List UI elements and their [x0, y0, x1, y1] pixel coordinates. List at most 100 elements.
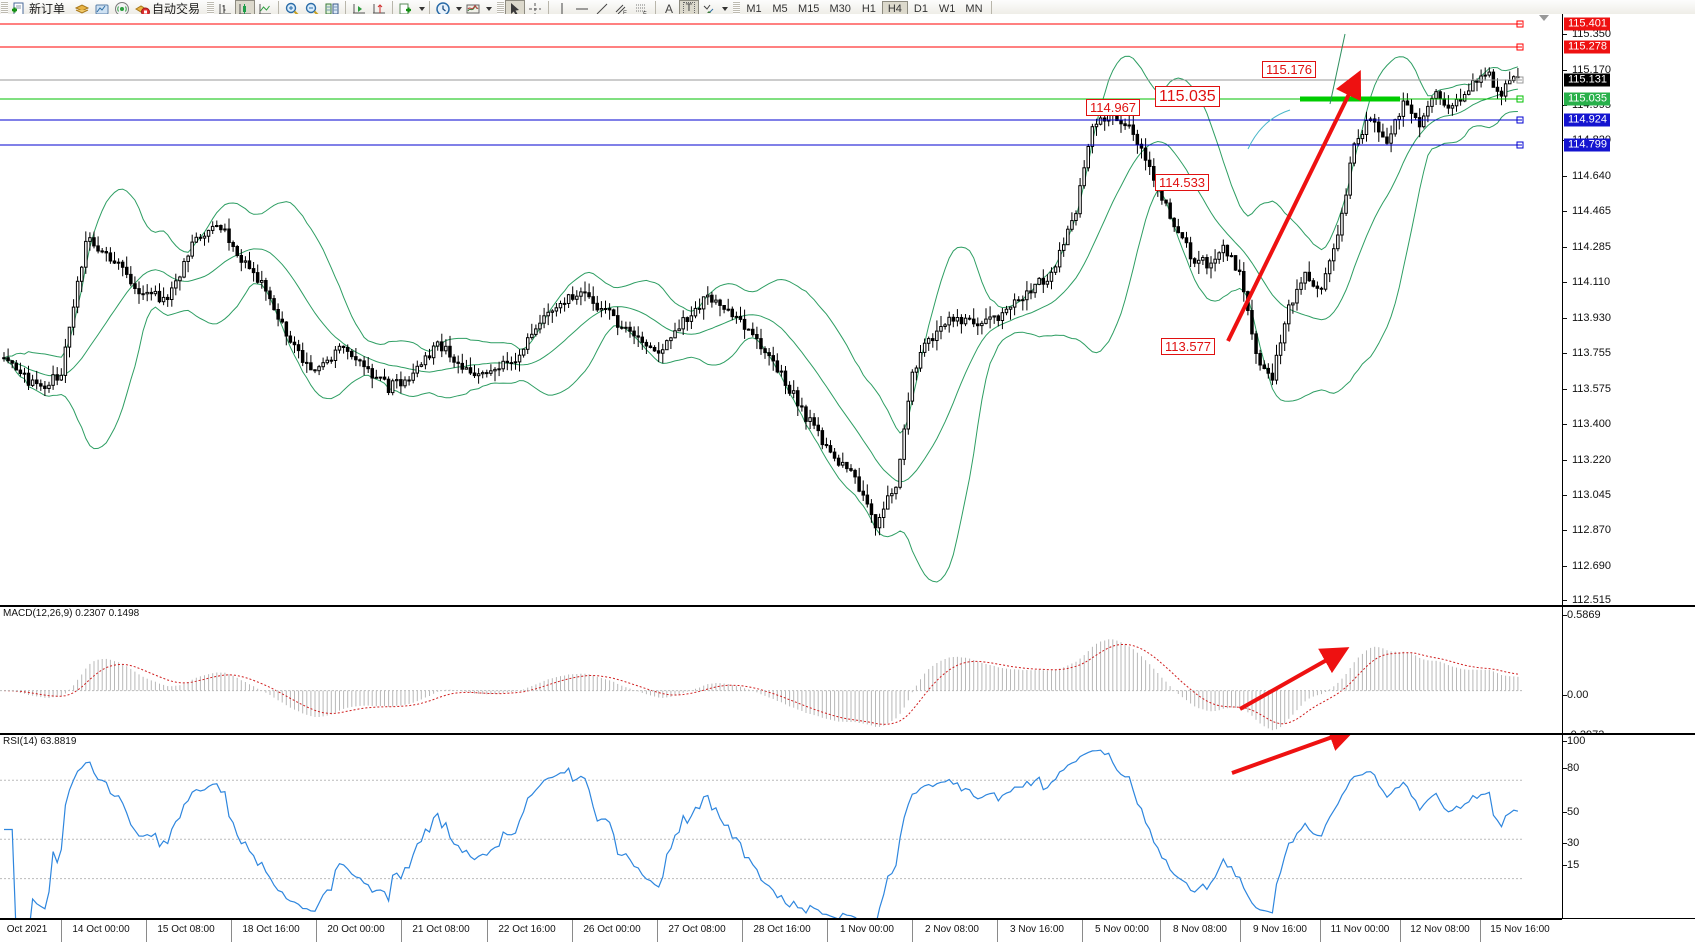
timeframe-m15[interactable]: M15 [798, 2, 820, 15]
text-icon[interactable]: A [665, 1, 674, 16]
time-separator [401, 920, 402, 942]
axis-tick: 30 [1563, 837, 1579, 849]
auto-scroll-icon[interactable] [369, 0, 389, 17]
shapes-dropdown-icon[interactable] [719, 0, 729, 17]
timeframe-h1[interactable]: H1 [861, 2, 876, 15]
new-order-label[interactable]: 新订单 [29, 2, 66, 16]
candlestick-chart-icon[interactable] [235, 0, 256, 17]
price-level-label[interactable]: 115.131 [1564, 73, 1610, 87]
templates-dropdown-icon[interactable] [483, 0, 493, 17]
macd-pane[interactable]: MACD(12,26,9) 0.2307 0.1498 0.5869 0.00 -0… [0, 606, 1695, 734]
axis-tick: 100 [1563, 735, 1585, 747]
toolbar-grip[interactable] [1, 0, 8, 17]
bar-chart-icon[interactable] [215, 0, 235, 17]
price-tick: 114.640 [1563, 170, 1611, 182]
time-label: 9 Nov 16:00 [1253, 924, 1307, 935]
axis-tick: -0.2973 [1563, 729, 1604, 733]
time-separator [146, 920, 147, 942]
price-tick: 113.930 [1563, 312, 1611, 324]
price-annotation[interactable]: 114.533 [1155, 174, 1210, 191]
data-window-icon[interactable] [72, 0, 92, 17]
toolbar-grip-4[interactable] [733, 0, 741, 17]
timeframe-w1[interactable]: W1 [938, 2, 956, 15]
horizontal-line-icon[interactable] [572, 0, 592, 17]
price-level-label[interactable]: 115.401 [1564, 17, 1610, 31]
metaeditor-icon[interactable] [92, 0, 112, 17]
templates-icon[interactable] [463, 0, 483, 17]
crosshair-icon[interactable] [525, 0, 545, 17]
price-chart-canvas[interactable] [0, 14, 1562, 604]
shapes-icon[interactable] [699, 0, 719, 17]
rsi-canvas[interactable] [0, 735, 1562, 918]
main-toolbar: 新订单 自动交易 [0, 0, 1695, 18]
time-label: 5 Nov 00:00 [1095, 924, 1149, 935]
time-separator [742, 920, 743, 942]
price-tick: 112.515 [1563, 594, 1611, 605]
price-annotation[interactable]: 115.176 [1262, 61, 1317, 78]
trendline-icon[interactable] [592, 0, 612, 17]
price-chart-pane[interactable]: 115.350115.170114.995114.820114.640114.4… [0, 14, 1695, 606]
price-tick: 114.110 [1563, 276, 1610, 288]
line-chart-icon[interactable] [255, 0, 275, 17]
indicators-icon[interactable] [396, 0, 416, 17]
time-label: 8 Nov 08:00 [1173, 924, 1227, 935]
time-label: 21 Oct 08:00 [412, 924, 470, 935]
axis-tick: 80 [1563, 762, 1579, 774]
time-separator [316, 920, 317, 942]
price-level-label[interactable]: 115.278 [1564, 40, 1610, 54]
time-separator [657, 920, 658, 942]
auto-trading-label[interactable]: 自动交易 [152, 2, 201, 16]
rsi-title: RSI(14) 63.8819 [3, 736, 77, 747]
time-label: 15 Nov 16:00 [1490, 924, 1550, 935]
price-level-label[interactable]: 114.799 [1564, 138, 1610, 152]
price-level-label[interactable]: 115.035 [1564, 92, 1610, 106]
macd-axis[interactable]: 0.5869 0.00 -0.2973 [1562, 607, 1695, 733]
time-label: 22 Oct 16:00 [498, 924, 556, 935]
grid-icon[interactable] [322, 0, 342, 17]
timeframe-m1[interactable]: M1 [746, 2, 762, 15]
time-label: 18 Oct 16:00 [242, 924, 300, 935]
toolbar-grip-3[interactable] [497, 0, 505, 17]
macd-canvas[interactable] [0, 607, 1562, 733]
timeframe-m30[interactable]: M30 [829, 2, 851, 15]
price-annotation[interactable]: 114.967 [1086, 99, 1141, 116]
toolbar-grip-2[interactable] [207, 0, 215, 17]
zoom-out-icon[interactable] [302, 0, 322, 17]
price-tick: 113.220 [1563, 454, 1611, 466]
equidistant-channel-icon[interactable]: E [612, 0, 632, 17]
scroll-caret-icon[interactable] [1539, 15, 1549, 21]
time-label: 11 Nov 00:00 [1330, 924, 1390, 935]
time-axis[interactable]: Oct 2021 14 Oct 00:00 15 Oct 08:00 18 Oct 1… [0, 919, 1562, 942]
price-tick: 112.870 [1563, 524, 1611, 536]
time-label: 1 Nov 00:00 [840, 924, 894, 935]
rsi-pane[interactable]: RSI(14) 63.8819 100 80 50 30 15 [0, 734, 1695, 919]
time-label: 20 Oct 00:00 [327, 924, 385, 935]
rsi-axis[interactable]: 100 80 50 30 15 [1562, 735, 1695, 918]
timeframe-m5[interactable]: M5 [772, 2, 788, 15]
time-separator [997, 920, 998, 942]
timeframe-mn[interactable]: MN [965, 2, 983, 15]
price-tick: 113.575 [1563, 383, 1611, 395]
time-separator [231, 920, 232, 942]
time-label: 14 Oct 00:00 [72, 924, 130, 935]
price-level-label[interactable]: 114.924 [1564, 113, 1610, 127]
vertical-line-icon[interactable] [552, 0, 572, 17]
price-annotation[interactable]: 113.577 [1161, 338, 1216, 355]
axis-tick: 50 [1563, 806, 1579, 818]
time-separator [1160, 920, 1161, 942]
periods-dropdown-icon[interactable] [453, 0, 463, 17]
chart-shift-icon[interactable] [349, 0, 369, 17]
axis-tick: 0.00 [1563, 689, 1588, 701]
svg-text:E: E [623, 11, 627, 17]
time-label: 2 Nov 08:00 [925, 924, 979, 935]
time-label: 3 Nov 16:00 [1010, 924, 1064, 935]
price-tick: 113.045 [1563, 489, 1611, 501]
time-separator [912, 920, 913, 942]
timeframe-d1[interactable]: D1 [913, 2, 928, 15]
price-tick: 115.350 [1563, 28, 1611, 40]
zoom-in-icon[interactable] [282, 0, 302, 17]
price-axis[interactable]: 115.350115.170114.995114.820114.640114.4… [1562, 14, 1695, 605]
indicators-dropdown-icon[interactable] [416, 0, 426, 17]
price-annotation[interactable]: 115.035 [1155, 86, 1220, 107]
